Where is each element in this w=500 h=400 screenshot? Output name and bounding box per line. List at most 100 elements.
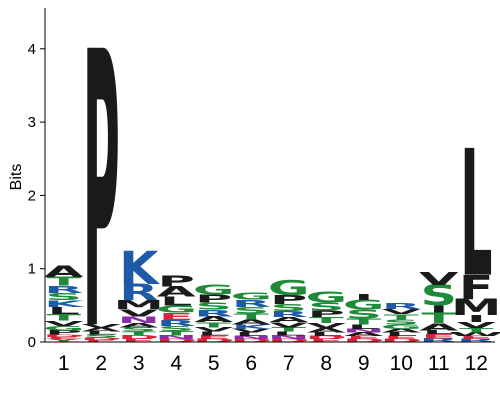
logo-letter-T: T [346, 317, 381, 327]
logo-letter-P: P [270, 293, 307, 307]
logo-letter-V: V [269, 321, 308, 329]
logo-letter-V: V [419, 268, 459, 289]
logo-letter-K: K [44, 298, 86, 309]
y-axis-ticks: 0 1 2 3 4 [28, 41, 45, 351]
logo-letter-R: R [194, 308, 233, 319]
logo-letter-G: G [305, 288, 347, 306]
logo-letter-E: E [384, 335, 419, 340]
logo-letter-S: S [45, 291, 82, 303]
x-axis-position-labels: 1 2 3 4 5 6 7 8 9 10 11 12 [58, 352, 488, 375]
logo-letter-T: T [459, 327, 494, 334]
logo-letter-V: V [82, 323, 121, 329]
logo-letter-R: R [119, 280, 158, 305]
y-tick-label: 0 [28, 334, 36, 351]
x-position-label: 12 [465, 352, 488, 375]
logo-letter-A: A [82, 327, 121, 333]
logo-letter-K: K [232, 323, 274, 330]
logo-letter-E: E [309, 338, 344, 343]
logo-letter-A: A [44, 262, 83, 281]
logo-letter-D: D [305, 335, 347, 340]
logo-letter-L: L [310, 332, 342, 338]
logo-letter-A: A [419, 321, 459, 333]
logo-letter-M: M [114, 298, 164, 312]
logo-letter-G: G [43, 325, 85, 332]
logo-letter-R: R [157, 318, 196, 328]
logo-letter-V: V [119, 307, 159, 319]
logo-letter-E: E [346, 335, 381, 340]
logo-letter-T: T [159, 330, 194, 337]
logo-letter-T: T [384, 313, 419, 321]
logo-letter-R: R [457, 338, 496, 343]
logo-letter-R: R [419, 337, 458, 343]
logo-letter-L: L [48, 305, 80, 317]
logo-letter-S: S [83, 334, 120, 339]
logo-letter-N: N [155, 334, 197, 340]
logo-letter-T: T [234, 312, 269, 322]
logo-letter-S: S [158, 324, 195, 332]
logo-letter-T: T [421, 310, 456, 327]
logo-letter-N: N [343, 328, 385, 334]
x-position-label: 3 [133, 352, 145, 375]
logo-letter-E: E [159, 311, 194, 323]
logo-letter-R: R [232, 297, 271, 309]
logo-letter-L: L [348, 323, 380, 330]
x-position-label: 9 [358, 352, 370, 375]
logo-letter-L: L [273, 331, 305, 337]
logo-letter-T: T [309, 315, 344, 325]
x-position-label: 8 [320, 352, 332, 375]
logo-letter-R: R [382, 301, 421, 311]
logo-letter-P: P [308, 309, 345, 320]
logo-letter-V: V [457, 321, 496, 331]
logo-letter-D: D [43, 334, 85, 337]
logo-letter-I: I [354, 293, 373, 303]
logo-letter-M: M [451, 295, 500, 320]
logo-letter-V: V [382, 308, 421, 316]
logo-letter-N: N [230, 335, 272, 340]
logo-letter-G: G [155, 303, 197, 315]
logo-letter-L: L [423, 329, 455, 335]
logo-letter-G: G [193, 282, 235, 297]
logo-letter-S: S [383, 318, 420, 326]
y-tick-label: 4 [28, 41, 36, 58]
logo-letter-T: T [46, 274, 81, 288]
logo-letter-W: W [448, 332, 500, 338]
y-tick-label: 1 [28, 261, 36, 278]
logo-letter-T: T [121, 331, 156, 337]
logo-letter-A: A [232, 318, 271, 326]
logo-letter-R: R [269, 310, 308, 320]
logo-letter-L: L [198, 331, 230, 337]
logo-letter-N: N [118, 315, 160, 326]
logo-letter-S: S [345, 307, 382, 321]
logo-letter-V: V [44, 319, 83, 327]
logo-letter-N: N [268, 334, 310, 340]
logo-letter-A: A [157, 283, 197, 300]
y-tick-label: 2 [28, 187, 36, 204]
logo-letter-I: I [429, 303, 448, 315]
x-position-label: 5 [208, 352, 220, 375]
x-position-label: 10 [390, 352, 413, 375]
logo-letter-E: E [421, 333, 456, 340]
x-position-label: 4 [170, 352, 182, 375]
logo-letter-D: D [343, 338, 385, 343]
logo-letter-G: G [343, 298, 385, 313]
logo-letter-A: A [119, 322, 158, 329]
logo-letter-V: V [307, 321, 346, 329]
logo-letter-D: D [118, 334, 160, 340]
logo-letter-V: V [194, 326, 233, 333]
logo-letter-R: R [44, 284, 83, 296]
logo-letter-E: E [121, 338, 156, 343]
logo-letter-G: G [380, 323, 422, 330]
logo-letter-T: T [46, 312, 81, 323]
logo-letter-S: S [233, 305, 270, 316]
x-position-label: 6 [245, 352, 257, 375]
logo-letter-S: S [308, 300, 345, 313]
logo-letter-L: L [460, 114, 492, 316]
logo-letter-D: D [380, 338, 422, 343]
logo-letter-I: I [467, 313, 486, 325]
logo-letter-S: S [120, 326, 157, 333]
x-position-label: 7 [283, 352, 295, 375]
x-position-label: 11 [428, 352, 450, 375]
logo-letter-E: E [459, 335, 494, 340]
logo-letter-L: L [235, 332, 267, 338]
